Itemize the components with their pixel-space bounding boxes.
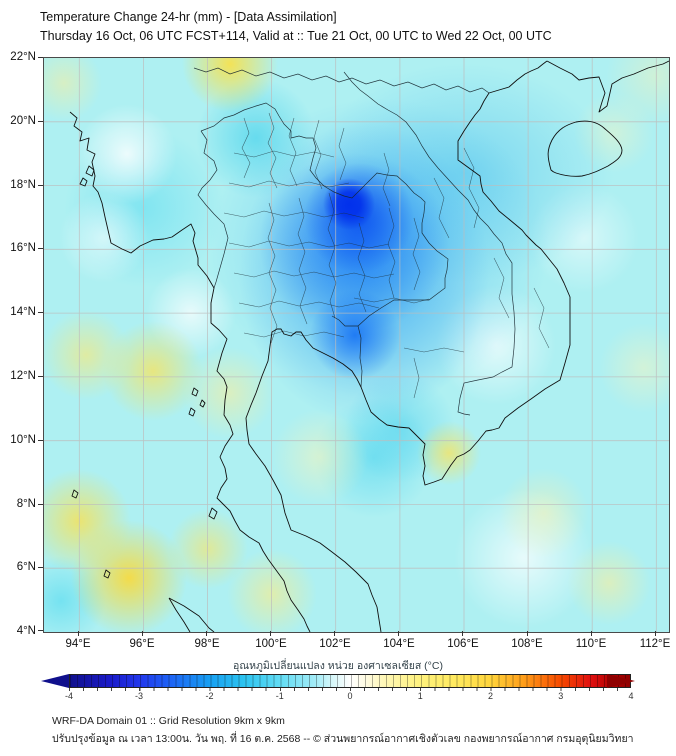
lon-tick-label: 108°E (511, 638, 543, 650)
colorbar: -4 -3 -2 -1 0 1 2 3 4 (41, 674, 635, 704)
coastlines (69, 60, 669, 632)
footer-update-info: ปรับปรุงข้อมูล ณ เวลา 13:00น. วัน พฤ. ที… (52, 733, 634, 745)
map-canvas (43, 57, 670, 633)
temperature-change-field (44, 58, 669, 632)
colorbar-tick-label: -3 (134, 691, 143, 701)
lon-tick-label: 112°E (639, 638, 671, 650)
colorbar-tick-label: -4 (64, 691, 73, 701)
colorbar-tick-label: 4 (628, 691, 634, 701)
lon-tick-label: 100°E (255, 638, 287, 650)
lat-tick-label: 10°N (10, 434, 36, 446)
colorbar-label: อุณหภูมิเปลี่ยนแปลง หน่วย องศาเซลเซียส (… (233, 660, 443, 672)
lon-tick-label: 104°E (383, 638, 415, 650)
lat-tick (38, 376, 43, 377)
lat-tick (38, 630, 43, 631)
lat-tick (38, 185, 43, 186)
lon-tick (462, 631, 463, 636)
lat-tick (38, 440, 43, 441)
page-subtitle: Thursday 16 Oct, 06 UTC FCST+114, Valid … (40, 29, 552, 43)
lat-tick-label: 18°N (10, 179, 36, 191)
lon-tick (655, 631, 656, 636)
lon-tick-label: 98°E (194, 638, 220, 650)
lat-tick-label: 12°N (10, 370, 36, 382)
lat-tick-label: 8°N (16, 498, 36, 510)
colorbar-minor-ticks (69, 688, 631, 691)
country-borders (193, 67, 516, 416)
colorbar-gradient (69, 674, 631, 688)
province-boundaries (223, 112, 550, 399)
colorbar-left-arrow (41, 674, 69, 688)
lon-tick-label: 110°E (575, 638, 607, 650)
lat-tick-label: 14°N (10, 306, 36, 318)
colorbar-tick-label: -2 (205, 691, 214, 701)
lon-tick (398, 631, 399, 636)
colorbar-tick-label: -1 (275, 691, 284, 701)
lon-tick (527, 631, 528, 636)
lat-tick-label: 4°N (16, 625, 36, 637)
lon-tick-label: 102°E (319, 638, 351, 650)
lat-tick-label: 20°N (10, 115, 36, 127)
page-title: Temperature Change 24-hr (mm) - [Data As… (40, 10, 337, 24)
lat-tick (38, 121, 43, 122)
lon-tick (78, 631, 79, 636)
colorbar-tick-label: 2 (487, 691, 493, 701)
lon-tick-label: 96°E (129, 638, 155, 650)
lon-tick (142, 631, 143, 636)
footer-domain-info: WRF-DA Domain 01 :: Grid Resolution 9km … (52, 715, 285, 727)
gridlines (44, 58, 669, 632)
colorbar-right-arrow (607, 674, 635, 688)
lat-tick (38, 248, 43, 249)
lon-tick-label: 94°E (65, 638, 91, 650)
lat-tick (38, 504, 43, 505)
lon-tick-label: 106°E (447, 638, 479, 650)
lon-tick (591, 631, 592, 636)
colorbar-tick-label: 3 (558, 691, 564, 701)
colorbar-tick-label: 0 (347, 691, 353, 701)
map-overlay-svg (44, 58, 669, 632)
lon-tick (206, 631, 207, 636)
lat-tick-label: 22°N (10, 51, 36, 63)
lat-tick (38, 57, 43, 58)
lat-tick (38, 312, 43, 313)
lat-tick-label: 6°N (16, 561, 36, 573)
lat-tick (38, 567, 43, 568)
lon-tick (270, 631, 271, 636)
colorbar-tick-label: 1 (417, 691, 423, 701)
lat-tick-label: 16°N (10, 242, 36, 254)
lon-tick (334, 631, 335, 636)
